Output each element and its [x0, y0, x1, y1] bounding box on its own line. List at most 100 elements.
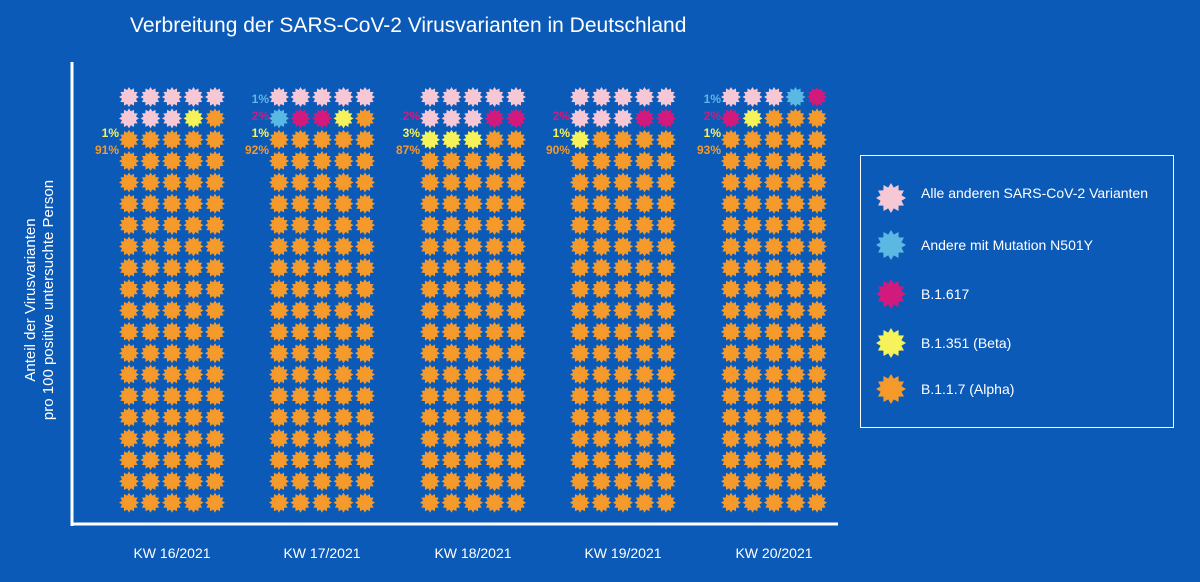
virus-icon	[876, 328, 906, 358]
virus-icon-alpha	[205, 279, 225, 300]
virus-icon-b1617	[656, 108, 676, 129]
data-label-alpha: 90%	[546, 143, 570, 157]
virus-icon-alpha	[355, 108, 375, 129]
virus-icon-alpha	[506, 428, 526, 449]
virus-icon-alpha	[721, 428, 741, 449]
data-label-beta: 1%	[102, 126, 120, 140]
virus-icon-alpha	[484, 343, 505, 364]
virus-icon-alpha	[463, 193, 483, 214]
virus-icon-alpha	[333, 151, 354, 172]
virus-icon-alpha	[570, 321, 590, 342]
virus-icon-alpha	[484, 321, 505, 342]
virus-icon-alpha	[290, 279, 311, 300]
virus-icon-alpha	[420, 215, 440, 236]
virus-icon-alpha	[634, 257, 655, 278]
virus-icon-alpha	[591, 151, 612, 172]
virus-icon-alpha	[613, 236, 633, 257]
data-label-b1617: 2%	[704, 109, 722, 123]
virus-icon-alpha	[807, 449, 827, 470]
virus-icon-alpha	[634, 172, 655, 193]
virus-icon-alpha	[420, 321, 440, 342]
virus-icon-alpha	[355, 321, 375, 342]
virus-icon-beta	[570, 129, 590, 150]
virus-icon-alpha	[785, 385, 806, 406]
virus-icon-alpha	[591, 321, 612, 342]
virus-icon-alpha	[355, 236, 375, 257]
virus-icon-alpha	[312, 321, 332, 342]
virus-icon-alpha	[742, 321, 763, 342]
virus-icon-beta	[333, 108, 354, 129]
virus-icon-alpha	[764, 471, 784, 492]
virus-icon-alpha	[613, 321, 633, 342]
virus-icon-alpha	[269, 449, 289, 470]
virus-icon-alpha	[634, 279, 655, 300]
virus-icon-alpha	[140, 343, 161, 364]
virus-icon-alpha	[290, 172, 311, 193]
virus-icon-alpha	[742, 193, 763, 214]
virus-icon-alpha	[312, 492, 332, 513]
virus-icon-alpha	[355, 471, 375, 492]
category-grid	[420, 87, 526, 513]
virus-icon-alpha	[463, 279, 483, 300]
virus-icon-alpha	[463, 385, 483, 406]
virus-icon-others	[721, 87, 741, 107]
category-grid	[269, 87, 375, 513]
virus-icon-alpha	[721, 471, 741, 492]
virus-icon-alpha	[333, 321, 354, 342]
virus-icon-alpha	[634, 385, 655, 406]
virus-icon-alpha	[420, 471, 440, 492]
virus-icon-alpha	[119, 407, 139, 428]
virus-icon-alpha	[441, 343, 462, 364]
virus-icon-alpha	[333, 193, 354, 214]
virus-icon-alpha	[634, 428, 655, 449]
x-tick-label: KW 19/2021	[584, 545, 661, 561]
virus-icon-alpha	[420, 343, 440, 364]
virus-icon-alpha	[613, 193, 633, 214]
virus-icon-b1617	[290, 108, 311, 129]
virus-icon-alpha	[162, 300, 182, 321]
virus-icon-alpha	[119, 257, 139, 278]
virus-icon-alpha	[785, 236, 806, 257]
virus-icon-alpha	[290, 343, 311, 364]
virus-icon-alpha	[463, 151, 483, 172]
virus-icon-alpha	[140, 385, 161, 406]
virus-icon-others	[613, 108, 633, 129]
virus-icon-alpha	[656, 428, 676, 449]
virus-icon-alpha	[591, 300, 612, 321]
virus-icon-alpha	[785, 321, 806, 342]
virus-icon-alpha	[290, 257, 311, 278]
virus-icon-alpha	[506, 364, 526, 385]
virus-icon-alpha	[312, 364, 332, 385]
virus-icon-b1617	[807, 87, 827, 107]
virus-icon-alpha	[506, 172, 526, 193]
virus-icon-alpha	[162, 215, 182, 236]
virus-icon-alpha	[162, 321, 182, 342]
virus-icon-alpha	[591, 343, 612, 364]
virus-icon-alpha	[484, 193, 505, 214]
virus-icon-alpha	[355, 343, 375, 364]
virus-icon-others	[140, 108, 161, 129]
virus-icon-alpha	[441, 385, 462, 406]
virus-icon-alpha	[183, 407, 204, 428]
virus-icon-alpha	[312, 257, 332, 278]
virus-icon-alpha	[162, 449, 182, 470]
virus-icon-alpha	[570, 172, 590, 193]
legend-label-alpha: B.1.1.7 (Alpha)	[921, 381, 1015, 397]
virus-icon-alpha	[484, 129, 505, 150]
virus-icon-alpha	[312, 215, 332, 236]
virus-icon-alpha	[333, 449, 354, 470]
virus-icon-alpha	[312, 129, 332, 150]
virus-icon-n501y	[785, 87, 806, 107]
virus-icon-alpha	[463, 215, 483, 236]
virus-icon-alpha	[420, 236, 440, 257]
virus-icon-alpha	[312, 385, 332, 406]
virus-icon-b1617	[634, 108, 655, 129]
virus-icon-alpha	[785, 407, 806, 428]
virus-icon-alpha	[290, 364, 311, 385]
virus-icon-alpha	[312, 279, 332, 300]
virus-icon-alpha	[205, 385, 225, 406]
virus-icon-alpha	[420, 385, 440, 406]
virus-icon-alpha	[269, 215, 289, 236]
virus-icon-alpha	[119, 385, 139, 406]
virus-icon-alpha	[140, 129, 161, 150]
